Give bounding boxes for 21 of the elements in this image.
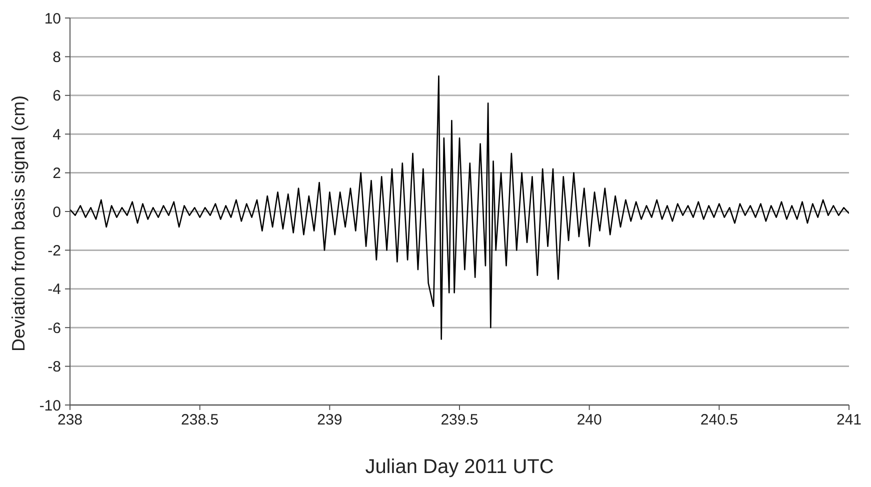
y-tick-label: -4 bbox=[48, 281, 61, 298]
x-tick-label: 240 bbox=[576, 412, 602, 429]
y-tick-label: 0 bbox=[52, 204, 61, 221]
y-tick-label: 4 bbox=[52, 126, 61, 144]
y-tick-label: 6 bbox=[52, 88, 61, 105]
y-axis-title: Deviation from basis signal (cm) bbox=[8, 95, 28, 352]
y-tick-label: -2 bbox=[48, 242, 61, 260]
y-tick-label: -8 bbox=[48, 358, 61, 376]
y-tick-label: 8 bbox=[52, 49, 61, 66]
line-series bbox=[70, 75, 849, 340]
y-tick-label: 10 bbox=[44, 10, 61, 28]
x-tick-label: 238 bbox=[57, 412, 83, 429]
x-tick-label: 239.5 bbox=[440, 412, 478, 429]
x-axis-title: Julian Day 2011 UTC bbox=[365, 456, 554, 478]
x-tick-label: 238.5 bbox=[181, 412, 219, 429]
x-tick-label: 240.5 bbox=[700, 412, 738, 429]
y-tick-label: 2 bbox=[52, 165, 61, 182]
y-tick-label: -6 bbox=[48, 320, 61, 337]
x-tick-label: 241 bbox=[836, 412, 862, 429]
x-tick-label: 239 bbox=[317, 412, 342, 429]
y-tick-label: -10 bbox=[39, 397, 61, 414]
